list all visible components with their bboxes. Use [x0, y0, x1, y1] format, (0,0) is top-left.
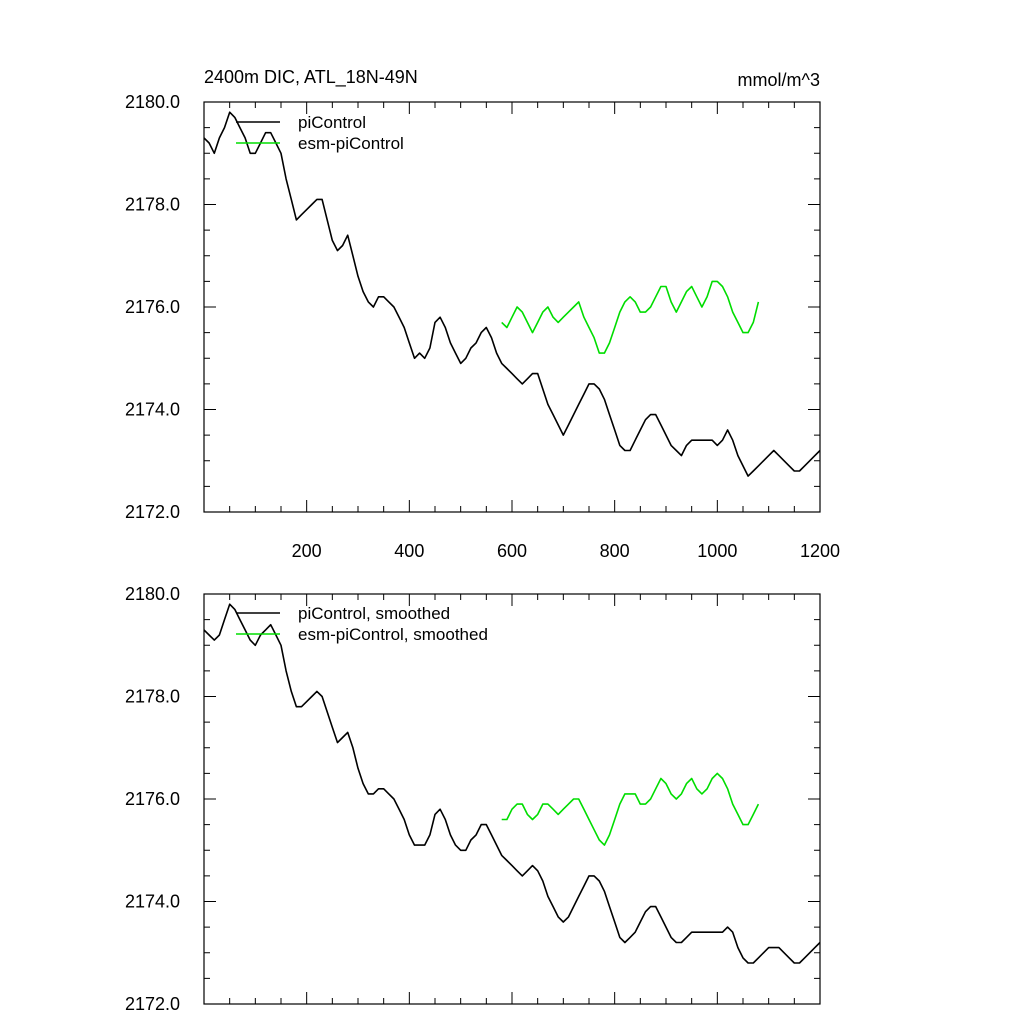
x-tick-label: 1200 — [800, 541, 840, 561]
x-tick-label: 800 — [600, 541, 630, 561]
plot-frame — [203, 593, 821, 1005]
units-label: mmol/m^3 — [738, 70, 820, 90]
bottom-panel: 2172.0 2174.0 2176.0 2178.0 2180.0 piControl,… — [125, 584, 821, 1014]
legend-label-esm-picontrol: esm-piControl — [298, 134, 404, 153]
series-line-esm-picontrol — [501, 280, 760, 354]
series-line-picontrol — [203, 111, 821, 477]
x-tick-label: 1000 — [697, 541, 737, 561]
chart-title: 2400m DIC, ATL_18N-49N — [204, 67, 418, 88]
y-tick-label: 2176.0 — [125, 789, 180, 809]
top-panel: 2172.0 2174.0 2176.0 2178.0 2180.0 200 400 600 8… — [125, 92, 840, 561]
y-tick-label: 2174.0 — [125, 400, 180, 420]
y-tick-label: 2178.0 — [125, 195, 180, 215]
x-tick-label: 600 — [497, 541, 527, 561]
y-tick-label: 2180.0 — [125, 92, 180, 112]
y-tick-label: 2172.0 — [125, 502, 180, 522]
plot-frame — [203, 101, 821, 513]
legend-label-picontrol: piControl — [298, 113, 366, 132]
y-tick-label: 2174.0 — [125, 892, 180, 912]
series-line-picontrol-smoothed — [203, 603, 821, 964]
x-tick-label: 400 — [394, 541, 424, 561]
y-tick-label: 2178.0 — [125, 687, 180, 707]
y-tick-label: 2172.0 — [125, 994, 180, 1014]
legend-label-picontrol-smoothed: piControl, smoothed — [298, 604, 450, 623]
y-tick-label: 2176.0 — [125, 297, 180, 317]
series-line-esm-picontrol-smoothed — [501, 772, 760, 846]
legend-label-esm-picontrol-smoothed: esm-piControl, smoothed — [298, 625, 488, 644]
y-tick-label: 2180.0 — [125, 584, 180, 604]
x-tick-label: 200 — [292, 541, 322, 561]
